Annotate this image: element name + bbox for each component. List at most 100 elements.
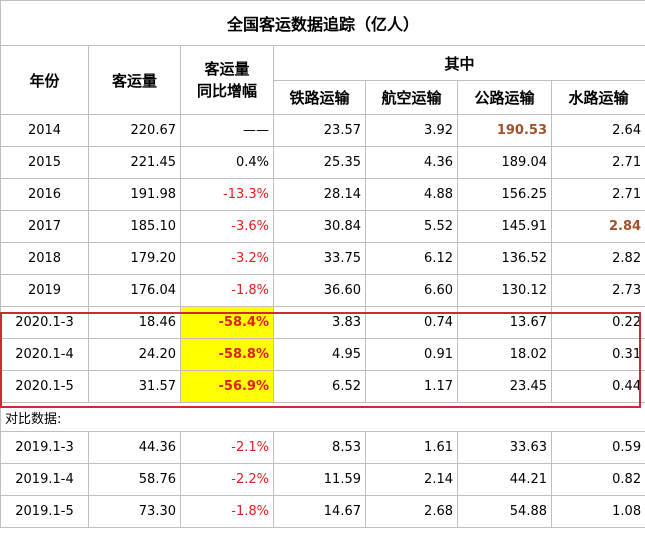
- cell-yoy: -1.8%: [180, 495, 274, 528]
- table-row: 2018 179.20 -3.2% 33.75 6.12 136.52 2.82: [0, 242, 645, 275]
- cell-yoy: -2.2%: [180, 463, 274, 496]
- table-row: 2014 220.67 —— 23.57 3.92 190.53 2.64: [0, 114, 645, 147]
- cell-road: 136.52: [457, 242, 552, 275]
- cell-road: 54.88: [457, 495, 552, 528]
- cell-volume: 176.04: [88, 274, 181, 307]
- cell-rail: 6.52: [273, 370, 366, 403]
- cell-rail: 23.57: [273, 114, 366, 147]
- cell-air: 4.36: [365, 146, 458, 179]
- cell-water: 0.59: [550, 431, 645, 464]
- cell-year: 2019.1-5: [0, 495, 89, 528]
- cell-year: 2019.1-4: [0, 463, 89, 496]
- cell-volume: 58.76: [88, 463, 181, 496]
- table-row: 2019.1-5 73.30 -1.8% 14.67 2.68 54.88 1.…: [0, 495, 645, 528]
- header-year: 年份: [0, 45, 89, 115]
- cell-water: 0.31: [550, 338, 645, 371]
- cell-air: 3.92: [365, 114, 458, 147]
- cell-yoy: -13.3%: [180, 178, 274, 211]
- table-row: 2017 185.10 -3.6% 30.84 5.52 145.91 2.84: [0, 210, 645, 243]
- cell-volume: 221.45: [88, 146, 181, 179]
- cell-road: 23.45: [457, 370, 552, 403]
- cell-air: 6.12: [365, 242, 458, 275]
- cell-volume: 18.46: [88, 306, 181, 339]
- cell-volume: 24.20: [88, 338, 181, 371]
- cell-rail: 8.53: [273, 431, 366, 464]
- table-row: 2020.1-4 24.20 -58.8% 4.95 0.91 18.02 0.…: [0, 338, 645, 371]
- table-row: 2016 191.98 -13.3% 28.14 4.88 156.25 2.7…: [0, 178, 645, 211]
- cell-air: 0.74: [365, 306, 458, 339]
- cell-air: 0.91: [365, 338, 458, 371]
- cell-yoy: 0.4%: [180, 146, 274, 179]
- cell-yoy: -1.8%: [180, 274, 274, 307]
- header-volume: 客运量: [88, 45, 181, 115]
- cell-air: 6.60: [365, 274, 458, 307]
- header-yoy-line1: 客运量: [204, 60, 250, 78]
- cell-rail: 25.35: [273, 146, 366, 179]
- cell-road: 189.04: [457, 146, 552, 179]
- cell-volume: 185.10: [88, 210, 181, 243]
- cell-yoy-highlighted: -56.9%: [180, 370, 274, 403]
- header-group: 其中: [272, 45, 645, 81]
- cell-volume: 179.20: [88, 242, 181, 275]
- header-air: 航空运输: [365, 80, 458, 115]
- cell-road: 18.02: [457, 338, 552, 371]
- cell-air: 2.68: [365, 495, 458, 528]
- cell-water: 2.71: [550, 146, 645, 179]
- cell-road: 33.63: [457, 431, 552, 464]
- header-road: 公路运输: [457, 80, 552, 115]
- cell-year: 2018: [0, 242, 89, 275]
- cell-road: 156.25: [457, 178, 552, 211]
- cell-year: 2019: [0, 274, 89, 307]
- cell-volume: 220.67: [88, 114, 181, 147]
- cell-water: 2.71: [550, 178, 645, 211]
- cell-year: 2020.1-5: [0, 370, 89, 403]
- cell-yoy-highlighted: -58.8%: [180, 338, 274, 371]
- cell-water: 2.73: [550, 274, 645, 307]
- cell-water: 0.22: [550, 306, 645, 339]
- cell-yoy: -3.2%: [180, 242, 274, 275]
- cell-road: 145.91: [457, 210, 552, 243]
- cell-year: 2019.1-3: [0, 431, 89, 464]
- cell-water: 2.84: [550, 210, 645, 243]
- header-water: 水路运输: [550, 80, 645, 115]
- cell-air: 1.61: [365, 431, 458, 464]
- header-yoy: 客运量 同比增幅: [180, 45, 274, 115]
- cell-rail: 33.75: [273, 242, 366, 275]
- cell-rail: 4.95: [273, 338, 366, 371]
- cell-year: 2015: [0, 146, 89, 179]
- cell-air: 1.17: [365, 370, 458, 403]
- table-row: 2019.1-4 58.76 -2.2% 11.59 2.14 44.21 0.…: [0, 463, 645, 496]
- table-row: 2019.1-3 44.36 -2.1% 8.53 1.61 33.63 0.5…: [0, 431, 645, 464]
- cell-volume: 31.57: [88, 370, 181, 403]
- cell-rail: 30.84: [273, 210, 366, 243]
- cell-road: 13.67: [457, 306, 552, 339]
- table-title: 全国客运数据追踪（亿人）: [0, 0, 645, 46]
- cell-water: 2.82: [550, 242, 645, 275]
- cell-rail: 3.83: [273, 306, 366, 339]
- cell-rail: 36.60: [273, 274, 366, 307]
- cell-air: 5.52: [365, 210, 458, 243]
- cell-volume: 44.36: [88, 431, 181, 464]
- cell-air: 4.88: [365, 178, 458, 211]
- cell-year: 2020.1-4: [0, 338, 89, 371]
- header-rail: 铁路运输: [273, 80, 366, 115]
- cell-volume: 191.98: [88, 178, 181, 211]
- cell-year: 2016: [0, 178, 89, 211]
- header-yoy-line2: 同比增幅: [196, 82, 257, 100]
- cell-yoy: -2.1%: [180, 431, 274, 464]
- cell-volume: 73.30: [88, 495, 181, 528]
- cell-road: 130.12: [457, 274, 552, 307]
- cell-yoy: ——: [180, 114, 274, 147]
- comparison-label: 对比数据:: [0, 402, 645, 432]
- cell-water: 0.82: [550, 463, 645, 496]
- table-row: 2020.1-5 31.57 -56.9% 6.52 1.17 23.45 0.…: [0, 370, 645, 403]
- cell-year: 2014: [0, 114, 89, 147]
- cell-rail: 28.14: [273, 178, 366, 211]
- cell-road: 44.21: [457, 463, 552, 496]
- cell-water: 2.64: [550, 114, 645, 147]
- cell-yoy-highlighted: -58.4%: [180, 306, 274, 339]
- cell-rail: 14.67: [273, 495, 366, 528]
- table-row: 2019 176.04 -1.8% 36.60 6.60 130.12 2.73: [0, 274, 645, 307]
